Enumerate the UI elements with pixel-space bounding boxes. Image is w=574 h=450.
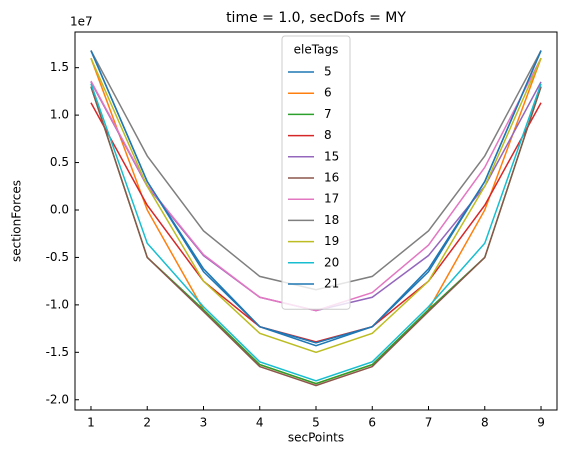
x-tick-label: 9 xyxy=(537,416,545,430)
y-tick-label: 1.5 xyxy=(50,60,69,74)
legend-title: eleTags xyxy=(294,43,339,57)
legend-label: 6 xyxy=(324,86,332,100)
y-offset-label: 1e7 xyxy=(70,15,93,29)
legend-label: 17 xyxy=(324,192,339,206)
series-line xyxy=(90,102,542,343)
y-axis-label: sectionForces xyxy=(10,180,24,262)
legend-label: 20 xyxy=(324,255,339,269)
chart-title: time = 1.0, secDofs = MY xyxy=(226,10,406,26)
x-tick-label: 7 xyxy=(425,416,433,430)
x-tick-label: 4 xyxy=(256,416,264,430)
x-axis-label: secPoints xyxy=(288,431,344,445)
legend-label: 18 xyxy=(324,213,339,227)
series-line xyxy=(90,86,542,387)
legend-label: 7 xyxy=(324,107,332,121)
y-tick-label: -1.0 xyxy=(46,297,69,311)
legend-label: 5 xyxy=(324,65,332,79)
series-line xyxy=(90,57,542,354)
x-tick-label: 8 xyxy=(481,416,489,430)
x-tick-label: 2 xyxy=(143,416,151,430)
legend-label: 8 xyxy=(324,128,332,142)
series-line xyxy=(90,50,542,344)
legend-label: 21 xyxy=(324,277,339,291)
y-tick-label: -1.5 xyxy=(46,345,69,359)
y-tick-label: -2.0 xyxy=(46,392,69,406)
legend-label: 19 xyxy=(324,234,339,248)
x-tick-label: 3 xyxy=(200,416,208,430)
legend-label: 15 xyxy=(324,149,339,163)
x-tick-label: 6 xyxy=(368,416,376,430)
series-line xyxy=(90,83,542,382)
y-tick-label: 0.0 xyxy=(50,202,69,216)
x-tick-label: 1 xyxy=(87,416,95,430)
plot-frame xyxy=(74,31,558,411)
y-tick-label: 1.0 xyxy=(50,108,69,122)
legend-label: 16 xyxy=(324,171,339,185)
y-tick-label: 0.5 xyxy=(50,155,69,169)
legend-box xyxy=(281,35,351,310)
y-tick-label: -0.5 xyxy=(46,250,69,264)
x-tick-label: 5 xyxy=(312,416,320,430)
series-line xyxy=(90,57,542,312)
